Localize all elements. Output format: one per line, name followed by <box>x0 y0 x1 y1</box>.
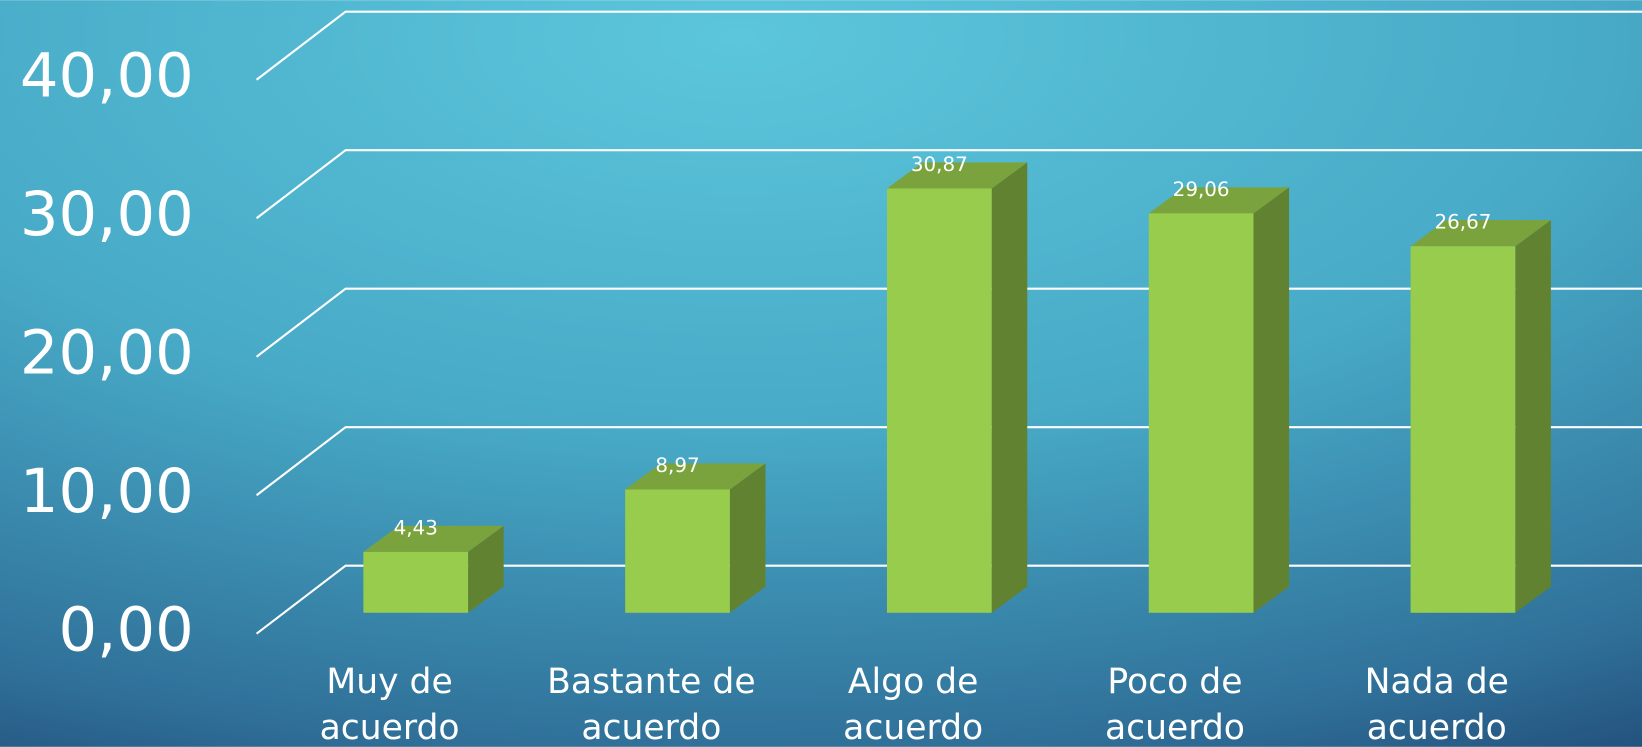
bar-side <box>1253 187 1290 613</box>
x-tick-label: Muy de acuerdo <box>320 661 460 747</box>
data-label: 26,67 <box>1434 211 1491 234</box>
x-tick-label: Algo de acuerdo <box>843 661 983 747</box>
bar-side <box>991 162 1028 613</box>
bar-side <box>729 463 766 613</box>
bar <box>1410 246 1516 613</box>
x-tick-label: Nada de acuerdo <box>1365 661 1509 747</box>
x-tick-label: Poco de acuerdo <box>1105 661 1245 747</box>
bar-side <box>468 525 504 613</box>
data-label: 4,43 <box>394 516 438 539</box>
bar <box>625 489 730 613</box>
y-tick-label: 20,00 <box>20 318 194 388</box>
y-tick-label: 40,00 <box>20 41 194 111</box>
x-tick-label: Bastante de acuerdo <box>547 661 755 747</box>
x-tick-label-line: acuerdo <box>1105 708 1245 747</box>
bar-top <box>1410 220 1551 247</box>
data-label: 29,06 <box>1173 178 1230 201</box>
x-tick-label-line: Nada de <box>1365 661 1509 701</box>
y-tick-label: 10,00 <box>20 457 194 527</box>
grid-line <box>255 149 1642 220</box>
bar-top <box>1148 187 1290 214</box>
data-label: 8,97 <box>655 454 699 477</box>
x-tick-label-line: acuerdo <box>843 708 983 747</box>
data-label: 30,87 <box>911 153 968 176</box>
y-tick-label: 30,00 <box>20 180 194 250</box>
bar-side <box>1515 220 1551 613</box>
x-tick-label-line: Muy de <box>326 661 452 701</box>
bar-top <box>886 162 1028 189</box>
y-tick-label: 0,00 <box>59 595 194 665</box>
x-tick-label-line: acuerdo <box>1367 708 1507 747</box>
grid-line <box>255 10 1642 81</box>
x-tick-label-line: acuerdo <box>320 708 460 747</box>
x-tick-label-line: Bastante de <box>547 661 755 701</box>
bar <box>886 188 992 613</box>
bar-top <box>625 463 766 490</box>
bar-top <box>363 525 504 552</box>
bar <box>363 551 469 613</box>
bar <box>1148 213 1254 613</box>
x-tick-label-line: Poco de <box>1107 661 1242 701</box>
x-tick-label-line: Algo de <box>848 661 978 701</box>
x-tick-label-line: acuerdo <box>581 708 721 747</box>
